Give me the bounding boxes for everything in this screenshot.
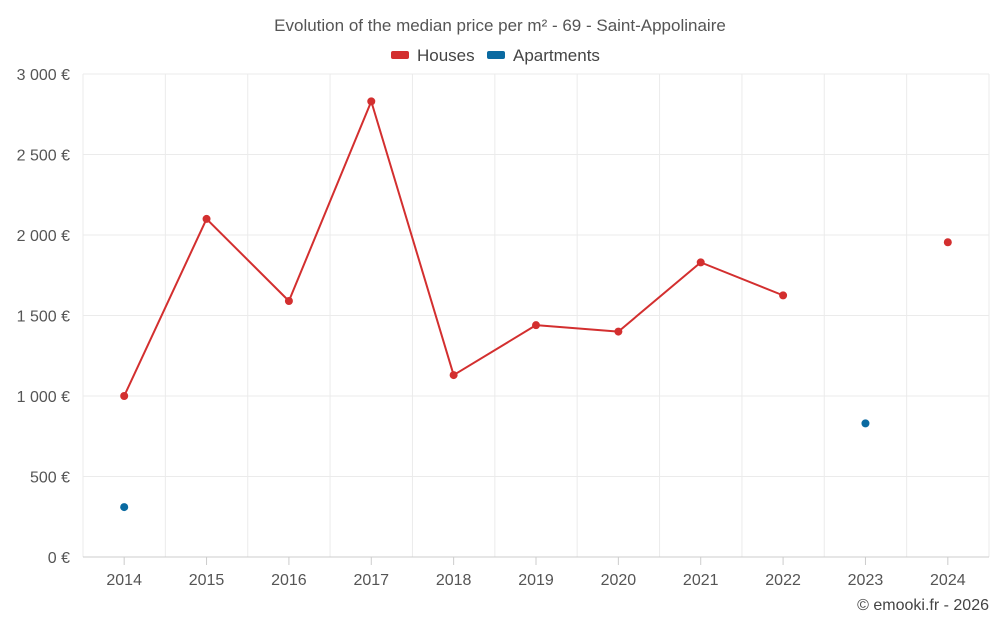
y-tick-label: 2 500 € (17, 148, 70, 165)
legend-item-apartments[interactable]: Apartments (487, 46, 600, 65)
legend-swatch-apartments (487, 51, 505, 59)
grid (82, 73, 990, 558)
credit: © emooki.fr - 2026 (857, 597, 989, 614)
series-apartments (120, 419, 870, 512)
data-point-houses[interactable] (284, 297, 293, 306)
legend-label-apartments: Apartments (513, 46, 600, 65)
y-tick-label: 3 000 € (17, 67, 70, 84)
series-houses (120, 97, 952, 400)
legend-label-houses: Houses (417, 46, 475, 65)
x-tick-label: 2017 (353, 572, 389, 589)
data-point-houses[interactable] (367, 97, 376, 106)
data-point-houses[interactable] (696, 258, 705, 267)
legend-item-houses[interactable]: Houses (391, 46, 475, 65)
data-point-houses[interactable] (779, 291, 788, 300)
data-point-houses[interactable] (943, 238, 952, 247)
data-point-houses[interactable] (202, 214, 211, 223)
x-tick-label: 2016 (271, 572, 307, 589)
y-axis: 0 € 500 € 1 000 € 1 500 € 2 000 € 2 500 € 3 00… (17, 67, 70, 567)
y-tick-label: 500 € (30, 470, 70, 487)
x-tick-label: 2023 (848, 572, 884, 589)
data-point-houses[interactable] (614, 327, 623, 336)
data-point-houses[interactable] (449, 371, 458, 380)
series-layer (120, 97, 952, 512)
y-tick-label: 1 000 € (17, 389, 70, 406)
y-tick-label: 0 € (48, 550, 70, 567)
x-axis: 2014 2015 2016 2017 2018 2019 2020 2021 2022 2023… (83, 556, 989, 589)
x-tick-label: 2022 (765, 572, 801, 589)
x-tick-label: 2024 (930, 572, 966, 589)
chart-title: Evolution of the median price per m² - 6… (274, 16, 726, 35)
x-tick-label: 2020 (601, 572, 637, 589)
series-line-houses (123, 100, 784, 397)
data-point-apartments[interactable] (861, 419, 870, 428)
y-tick-label: 1 500 € (17, 309, 70, 326)
x-tick-label: 2015 (189, 572, 225, 589)
data-point-apartments[interactable] (120, 503, 129, 512)
legend-swatch-houses (391, 51, 409, 59)
x-tick-label: 2021 (683, 572, 719, 589)
x-tick-label: 2019 (518, 572, 554, 589)
data-point-houses[interactable] (532, 321, 540, 330)
data-point-houses[interactable] (120, 392, 129, 400)
x-tick-label: 2018 (436, 572, 472, 589)
y-tick-label: 2 000 € (17, 228, 70, 245)
x-tick-label: 2014 (106, 572, 142, 589)
legend: Houses Apartments (391, 46, 600, 65)
